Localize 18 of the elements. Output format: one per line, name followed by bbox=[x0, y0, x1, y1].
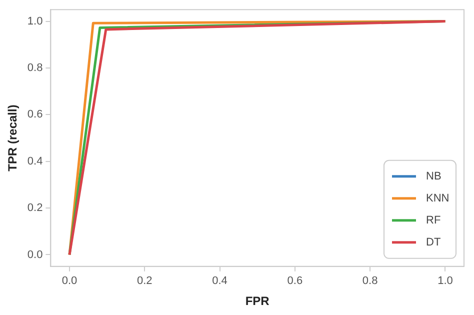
y-axis-title: TPR (recall) bbox=[6, 104, 20, 172]
y-tick-label: 0.6 bbox=[27, 108, 43, 121]
legend-label: RF bbox=[426, 214, 441, 226]
y-tick-label: 1.0 bbox=[27, 15, 43, 28]
y-tick-label: 0.2 bbox=[27, 202, 43, 214]
legend-label: KNN bbox=[426, 192, 450, 204]
y-tick-label: 0.0 bbox=[27, 248, 43, 261]
x-axis-title: FPR bbox=[245, 294, 270, 308]
x-tick-label: 0.8 bbox=[362, 275, 378, 288]
x-tick-label: 1.0 bbox=[438, 275, 453, 288]
legend-label: NB bbox=[426, 170, 442, 182]
x-tick-label: 0.6 bbox=[287, 275, 303, 288]
y-tick-label: 0.8 bbox=[27, 62, 43, 74]
x-tick-label: 0.2 bbox=[136, 275, 152, 288]
x-tick-label: 0.0 bbox=[62, 275, 78, 288]
y-tick-label: 0.4 bbox=[27, 155, 43, 168]
x-tick-label: 0.4 bbox=[212, 275, 228, 288]
legend-label: DT bbox=[426, 236, 441, 248]
